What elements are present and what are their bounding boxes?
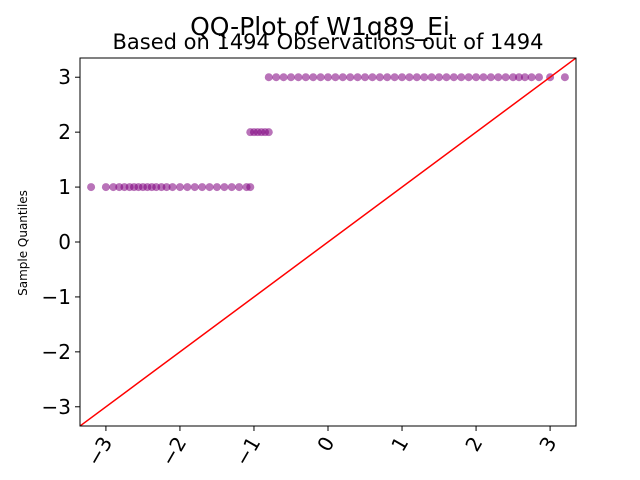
- data-point: [212, 183, 221, 192]
- data-point: [383, 73, 392, 82]
- data-point: [390, 73, 399, 82]
- data-point: [361, 73, 370, 82]
- y-axis-label: Sample Quantiles: [16, 190, 30, 296]
- reference-line: [80, 58, 576, 426]
- data-point: [515, 73, 523, 82]
- data-point: [486, 73, 495, 82]
- data-point: [472, 73, 481, 82]
- y-tick-label: 0: [58, 230, 71, 254]
- y-tick-label: −3: [42, 395, 71, 419]
- x-tick-label: −3: [82, 433, 118, 471]
- data-point: [87, 183, 96, 192]
- data-point: [175, 183, 184, 192]
- data-point: [220, 183, 229, 192]
- data-point: [375, 73, 384, 82]
- data-point: [457, 73, 466, 82]
- data-point: [509, 73, 518, 82]
- x-tick-label: 0: [312, 433, 339, 456]
- data-point: [368, 73, 377, 82]
- y-axis-ticks: −3 −2 −1 0 1 2 3: [42, 65, 80, 419]
- data-point: [449, 73, 458, 82]
- data-point: [435, 73, 444, 82]
- data-point: [520, 73, 529, 82]
- x-tick-label: −1: [230, 433, 266, 471]
- x-axis-ticks: −3 −2 −1 0 1 2 3: [82, 426, 561, 471]
- data-point: [246, 183, 255, 192]
- data-point: [294, 73, 303, 82]
- data-point: [279, 73, 288, 82]
- data-point: [109, 183, 118, 192]
- data-point: [264, 128, 273, 137]
- data-point: [235, 183, 244, 192]
- data-point: [534, 73, 543, 82]
- data-point: [494, 73, 503, 82]
- data-point: [442, 73, 451, 82]
- data-point: [162, 183, 171, 192]
- data-point: [405, 73, 414, 82]
- y-tick-label: 1: [58, 175, 71, 199]
- data-point: [286, 73, 295, 82]
- data-point: [101, 183, 110, 192]
- data-point: [324, 73, 332, 82]
- data-point: [309, 73, 318, 82]
- data-point: [398, 73, 407, 82]
- data-point: [205, 183, 214, 192]
- data-point: [227, 183, 236, 192]
- y-tick-label: 2: [58, 120, 71, 144]
- data-point: [427, 73, 436, 82]
- data-point: [338, 73, 347, 82]
- data-points: [87, 73, 569, 192]
- data-point: [198, 183, 207, 192]
- chart-subtitle: Based on 1494 Observations out of 1494: [112, 30, 543, 54]
- data-point: [479, 73, 488, 82]
- y-tick-label: −2: [42, 340, 71, 364]
- x-tick-label: −2: [156, 433, 192, 471]
- data-point: [272, 73, 281, 82]
- data-point: [346, 73, 355, 82]
- data-point: [183, 183, 192, 192]
- data-point: [560, 73, 569, 82]
- chart-title: QQ-Plot of W1q89_Ei: [190, 12, 450, 41]
- data-point: [301, 73, 310, 82]
- plot-area: [79, 57, 577, 427]
- data-point: [168, 183, 177, 192]
- data-point: [316, 73, 325, 82]
- y-tick-label: 3: [58, 65, 71, 89]
- data-point: [501, 73, 510, 82]
- x-tick-label: 2: [460, 433, 487, 456]
- data-point: [190, 183, 199, 192]
- x-tick-label: 1: [386, 433, 413, 456]
- data-point: [331, 73, 340, 82]
- data-point: [420, 73, 429, 82]
- data-point: [353, 73, 362, 82]
- y-tick-label: −1: [42, 285, 71, 309]
- data-point: [527, 73, 536, 82]
- data-point: [464, 73, 473, 82]
- x-tick-label: 3: [534, 433, 561, 456]
- data-point: [412, 73, 421, 82]
- data-point: [264, 73, 273, 82]
